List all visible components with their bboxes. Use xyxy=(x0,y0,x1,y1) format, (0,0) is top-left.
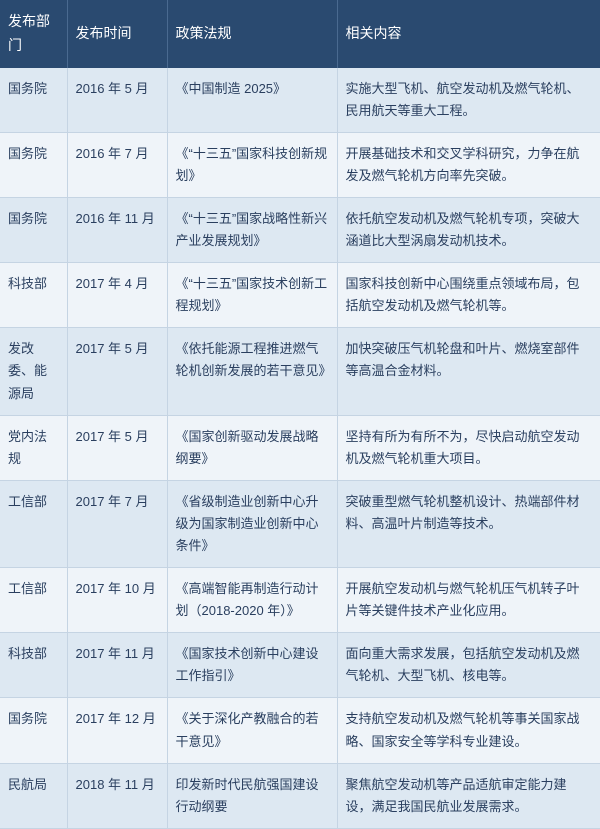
cell-dept: 工信部 xyxy=(0,480,67,567)
cell-policy: 《依托能源工程推进燃气轮机创新发展的若干意见》 xyxy=(167,328,337,415)
cell-time: 2017 年 5 月 xyxy=(67,328,167,415)
cell-policy: 《中国制造 2025》 xyxy=(167,68,337,133)
cell-dept: 国务院 xyxy=(0,698,67,763)
cell-dept: 国务院 xyxy=(0,132,67,197)
table-row: 工信部2017 年 7 月《省级制造业创新中心升级为国家制造业创新中心条件》突破… xyxy=(0,480,600,567)
cell-content: 开展基础技术和交叉学科研究，力争在航发及燃气轮机方向率先突破。 xyxy=(337,132,600,197)
table-row: 国务院2016 年 11 月《“十三五”国家战略性新兴产业发展规划》依托航空发动… xyxy=(0,197,600,262)
cell-dept: 科技部 xyxy=(0,263,67,328)
cell-content: 依托航空发动机及燃气轮机专项，突破大涵道比大型涡扇发动机技术。 xyxy=(337,197,600,262)
cell-time: 2017 年 4 月 xyxy=(67,263,167,328)
table-header-row: 发布部门 发布时间 政策法规 相关内容 xyxy=(0,0,600,68)
col-header-policy: 政策法规 xyxy=(167,0,337,68)
cell-policy: 《高端智能再制造行动计划（2018-2020 年）》 xyxy=(167,568,337,633)
cell-dept: 发改委、能源局 xyxy=(0,328,67,415)
cell-dept: 工信部 xyxy=(0,568,67,633)
cell-policy: 《“十三五”国家技术创新工程规划》 xyxy=(167,263,337,328)
table-row: 国务院2017 年 12 月《关于深化产教融合的若干意见》支持航空发动机及燃气轮… xyxy=(0,698,600,763)
col-header-time: 发布时间 xyxy=(67,0,167,68)
cell-time: 2017 年 5 月 xyxy=(67,415,167,480)
cell-content: 实施大型飞机、航空发动机及燃气轮机、民用航天等重大工程。 xyxy=(337,68,600,133)
cell-time: 2017 年 12 月 xyxy=(67,698,167,763)
cell-content: 聚焦航空发动机等产品适航审定能力建设，满足我国民航业发展需求。 xyxy=(337,763,600,828)
col-header-dept: 发布部门 xyxy=(0,0,67,68)
table-row: 民航局2018 年 11 月印发新时代民航强国建设行动纲要聚焦航空发动机等产品适… xyxy=(0,763,600,828)
cell-content: 坚持有所为有所不为，尽快启动航空发动机及燃气轮机重大项目。 xyxy=(337,415,600,480)
cell-content: 支持航空发动机及燃气轮机等事关国家战略、国家安全等学科专业建设。 xyxy=(337,698,600,763)
cell-time: 2016 年 7 月 xyxy=(67,132,167,197)
cell-policy: 《“十三五”国家科技创新规划》 xyxy=(167,132,337,197)
cell-content: 突破重型燃气轮机整机设计、热端部件材料、高温叶片制造等技术。 xyxy=(337,480,600,567)
cell-time: 2017 年 11 月 xyxy=(67,633,167,698)
cell-dept: 科技部 xyxy=(0,633,67,698)
col-header-content: 相关内容 xyxy=(337,0,600,68)
table-row: 科技部2017 年 11 月《国家技术创新中心建设工作指引》面向重大需求发展，包… xyxy=(0,633,600,698)
cell-policy: 印发新时代民航强国建设行动纲要 xyxy=(167,763,337,828)
policy-table: 发布部门 发布时间 政策法规 相关内容 国务院2016 年 5 月《中国制造 2… xyxy=(0,0,600,829)
cell-policy: 《国家技术创新中心建设工作指引》 xyxy=(167,633,337,698)
cell-policy: 《关于深化产教融合的若干意见》 xyxy=(167,698,337,763)
table-row: 科技部2017 年 4 月《“十三五”国家技术创新工程规划》国家科技创新中心围绕… xyxy=(0,263,600,328)
cell-dept: 国务院 xyxy=(0,68,67,133)
cell-dept: 党内法规 xyxy=(0,415,67,480)
cell-content: 国家科技创新中心围绕重点领域布局，包括航空发动机及燃气轮机等。 xyxy=(337,263,600,328)
cell-policy: 《省级制造业创新中心升级为国家制造业创新中心条件》 xyxy=(167,480,337,567)
table-row: 国务院2016 年 5 月《中国制造 2025》实施大型飞机、航空发动机及燃气轮… xyxy=(0,68,600,133)
cell-time: 2016 年 11 月 xyxy=(67,197,167,262)
table-row: 发改委、能源局2017 年 5 月《依托能源工程推进燃气轮机创新发展的若干意见》… xyxy=(0,328,600,415)
cell-time: 2018 年 11 月 xyxy=(67,763,167,828)
cell-content: 面向重大需求发展，包括航空发动机及燃气轮机、大型飞机、核电等。 xyxy=(337,633,600,698)
cell-dept: 国务院 xyxy=(0,197,67,262)
table-row: 国务院2016 年 7 月《“十三五”国家科技创新规划》开展基础技术和交叉学科研… xyxy=(0,132,600,197)
cell-time: 2016 年 5 月 xyxy=(67,68,167,133)
cell-content: 加快突破压气机轮盘和叶片、燃烧室部件等高温合金材料。 xyxy=(337,328,600,415)
cell-time: 2017 年 7 月 xyxy=(67,480,167,567)
cell-time: 2017 年 10 月 xyxy=(67,568,167,633)
cell-policy: 《国家创新驱动发展战略纲要》 xyxy=(167,415,337,480)
cell-dept: 民航局 xyxy=(0,763,67,828)
table-body: 国务院2016 年 5 月《中国制造 2025》实施大型飞机、航空发动机及燃气轮… xyxy=(0,68,600,829)
cell-policy: 《“十三五”国家战略性新兴产业发展规划》 xyxy=(167,197,337,262)
cell-content: 开展航空发动机与燃气轮机压气机转子叶片等关键件技术产业化应用。 xyxy=(337,568,600,633)
table-row: 党内法规2017 年 5 月《国家创新驱动发展战略纲要》坚持有所为有所不为，尽快… xyxy=(0,415,600,480)
table-row: 工信部2017 年 10 月《高端智能再制造行动计划（2018-2020 年）》… xyxy=(0,568,600,633)
